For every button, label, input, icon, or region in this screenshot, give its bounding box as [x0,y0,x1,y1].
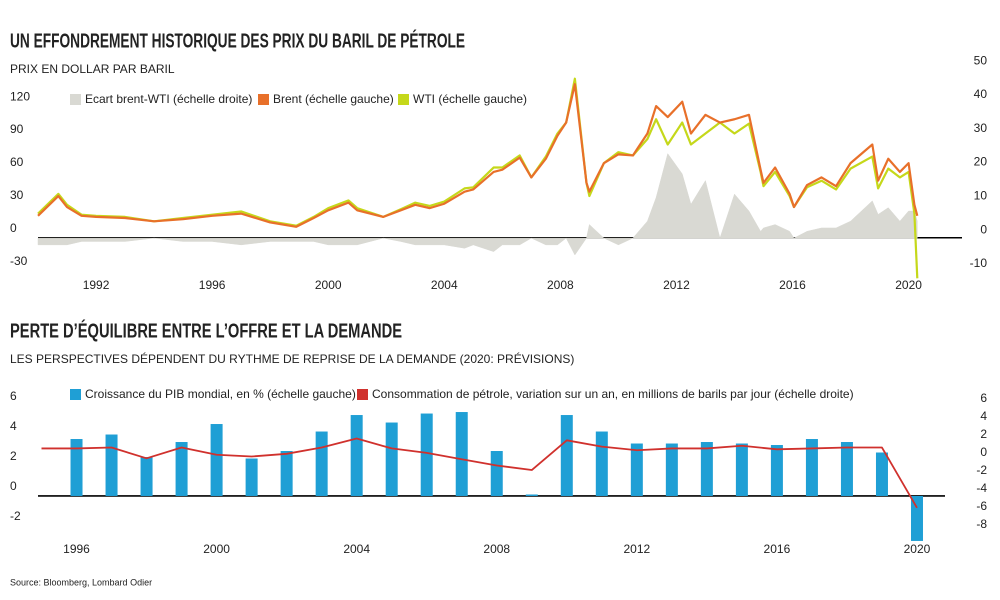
y2-tick-label: 4 [980,409,987,423]
x-tick-label: 2016 [779,278,806,292]
bar [840,442,853,496]
y-tick-label: 90 [10,122,24,136]
x-tick-label: 1996 [199,278,226,292]
y-tick-label: 0 [10,479,17,493]
y2-tick-label: -10 [970,256,988,270]
x-tick-label: 2000 [203,542,230,556]
y2-tick-label: 0 [980,445,987,459]
y2-tick-label: 40 [974,87,988,101]
chart-title: UN EFFONDREMENT HISTORIQUE DES PRIX DU B… [10,29,465,52]
bar [70,439,83,496]
y-tick-label: 4 [10,419,17,433]
x-tick-label: 2016 [764,542,791,556]
legend-swatch [70,94,81,105]
bar [770,445,783,496]
x-tick-label: 2000 [315,278,342,292]
bar [175,442,188,496]
legend-label: Brent (échelle gauche) [273,92,394,106]
legend-swatch [398,94,409,105]
bar [595,431,608,496]
bar [350,415,363,496]
y2-tick-label: 2 [980,427,987,441]
x-tick-label: 2004 [431,278,458,292]
y-tick-label: 0 [10,221,17,235]
legend-label: Croissance du PIB mondial, en % (échelle… [85,387,356,401]
x-tick-label: 1992 [83,278,110,292]
bar [140,457,153,496]
bar [875,452,888,496]
x-tick-label: 2008 [483,542,510,556]
y-tick-label: 30 [10,188,24,202]
y2-tick-label: 30 [974,121,988,135]
y2-tick-label: -4 [976,481,987,495]
source-note: Source: Bloomberg, Lombard Odier [10,577,152,587]
y2-tick-label: 0 [980,222,987,236]
y2-tick-label: 20 [974,155,988,169]
chart-title: PERTE D’ÉQUILIBRE ENTRE L’OFFRE ET LA DE… [10,319,402,342]
x-tick-label: 1996 [63,542,90,556]
y-tick-label: 60 [10,155,24,169]
x-tick-label: 2008 [547,278,574,292]
bar [105,434,118,496]
bar [665,443,678,496]
x-tick-label: 2020 [904,542,931,556]
y2-tick-label: -2 [976,463,987,477]
x-tick-label: 2012 [623,542,650,556]
y2-tick-label: -8 [976,517,987,531]
bar [630,443,643,496]
x-tick-label: 2004 [343,542,370,556]
legend-label: WTI (échelle gauche) [413,92,527,106]
chart-subtitle: LES PERSPECTIVES DÉPENDENT DU RYTHME DE … [10,351,574,366]
bar [245,458,258,496]
bar [315,431,328,496]
y2-tick-label: 10 [974,188,988,202]
bar [490,451,503,496]
y-tick-label: -30 [10,254,28,268]
line [37,77,919,279]
bar [805,439,818,496]
legend-label: Consommation de pétrole, variation sur u… [372,387,854,401]
bar [210,424,223,496]
y2-tick-label: -6 [976,499,987,513]
y2-tick-label: 6 [980,391,987,405]
line [41,437,918,509]
y-tick-label: 120 [10,89,30,103]
bar [525,494,538,496]
legend-label: Ecart brent-WTI (échelle droite) [85,92,252,106]
y2-tick-label: 50 [974,53,988,67]
y-tick-label: 6 [10,389,17,403]
bar [910,495,923,541]
chart-subtitle: PRIX EN DOLLAR PAR BARIL [10,62,175,76]
legend-swatch [258,94,269,105]
legend-swatch [70,389,81,400]
x-tick-label: 2012 [663,278,690,292]
x-tick-label: 2020 [895,278,922,292]
y-tick-label: -2 [10,509,21,523]
y-tick-label: 2 [10,449,17,463]
bar [280,451,293,496]
bar [560,415,573,496]
bar [385,422,398,496]
bar [420,413,433,496]
legend-swatch [357,389,368,400]
bar [700,442,713,496]
line [37,83,919,228]
area [37,153,918,256]
bar [735,443,748,496]
bar [455,412,468,496]
